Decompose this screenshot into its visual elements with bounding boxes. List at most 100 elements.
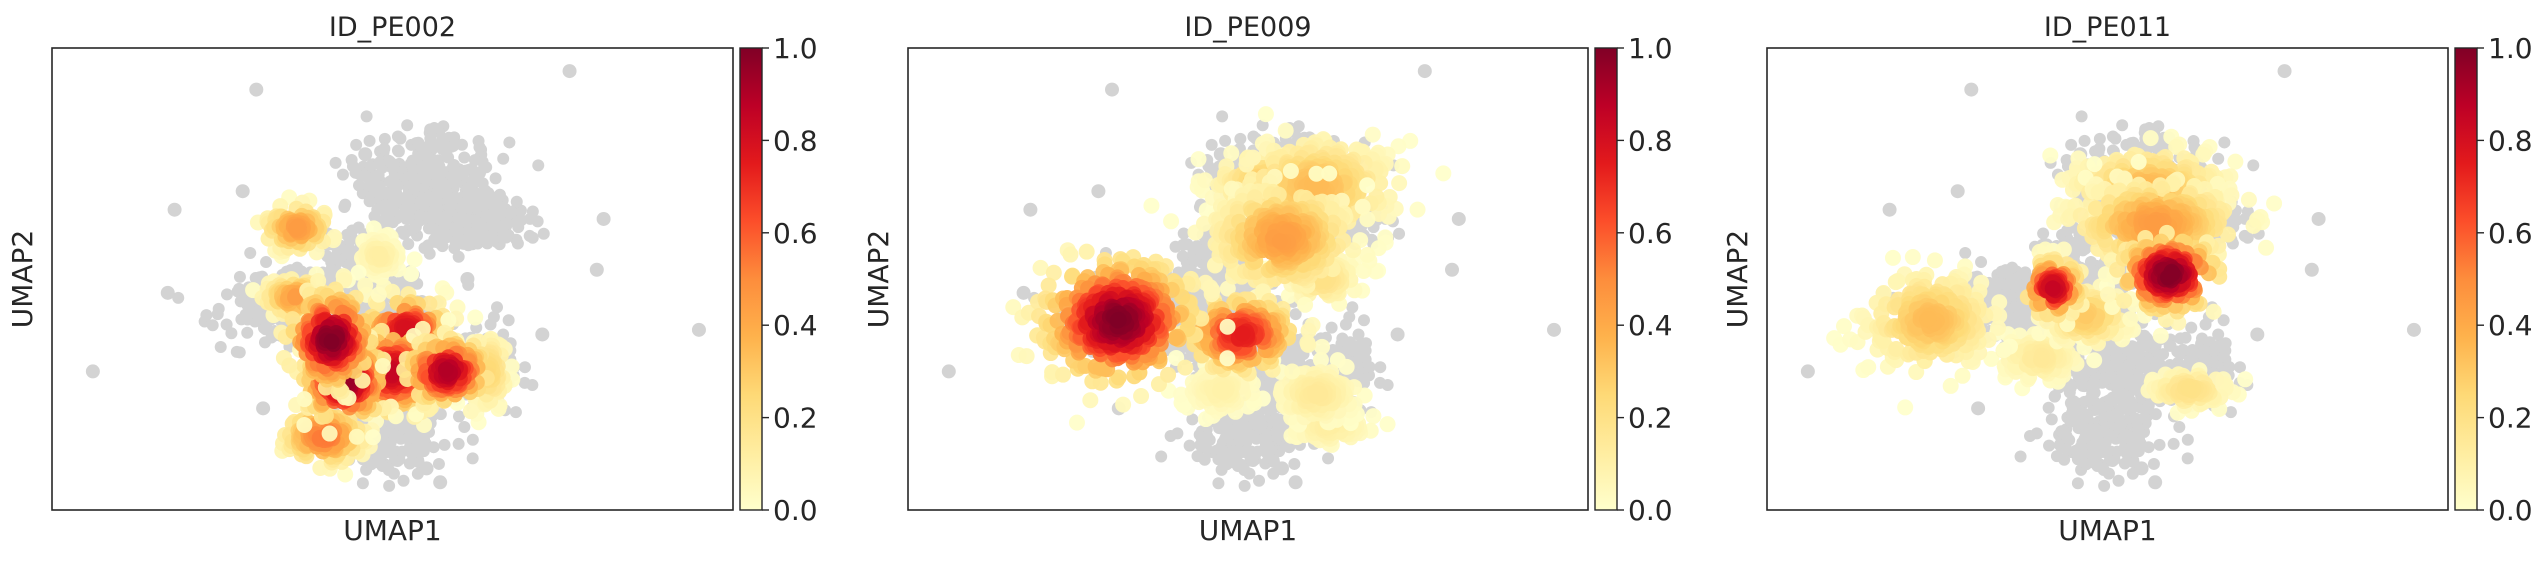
cell-point: [511, 237, 524, 250]
cell-point: [402, 211, 415, 224]
cell-point: [336, 168, 349, 181]
cell-point: [402, 237, 415, 250]
cell-point: [407, 430, 420, 443]
colorbar-tick-label: 0.8: [773, 124, 818, 157]
cell-point: [1269, 412, 1282, 425]
cell-point: [241, 326, 254, 339]
cell-point: [396, 445, 409, 458]
cell-point: [1220, 458, 1233, 471]
cell-point: [244, 295, 257, 308]
cell-point: [1181, 238, 1194, 251]
density-point: [374, 357, 391, 374]
cell-point: [502, 314, 515, 327]
cell-point: [390, 179, 403, 192]
density-point: [372, 245, 389, 262]
cell-point: [419, 461, 434, 476]
cell-point: [206, 319, 219, 332]
density-point: [348, 428, 365, 445]
cell-point: [449, 176, 462, 189]
cell-point: [418, 242, 431, 255]
density-point: [350, 264, 367, 281]
cell-point: [407, 163, 420, 176]
cell-point: [518, 361, 531, 374]
cell-point: [1288, 457, 1301, 470]
cell-point: [526, 379, 539, 392]
cell-point: [85, 364, 100, 379]
cell-point: [1016, 285, 1031, 300]
cell-point: [233, 270, 246, 283]
cell-point: [510, 195, 523, 208]
colorbar: 0.00.20.40.60.81.0: [739, 32, 818, 527]
cell-point: [460, 272, 475, 286]
cell-point: [418, 192, 431, 205]
cell-point: [1255, 418, 1268, 431]
cell-point: [455, 138, 468, 151]
cell-point: [1219, 430, 1232, 443]
cell-point: [378, 132, 391, 145]
cell-point: [1215, 444, 1228, 457]
density-point: [370, 286, 387, 303]
cell-point: [466, 189, 479, 202]
cell-point: [1256, 119, 1269, 132]
cell-point: [1390, 327, 1405, 342]
cell-point: [1261, 447, 1274, 460]
cell-point: [1205, 138, 1218, 151]
cell-point: [397, 474, 410, 487]
scatter-points: [85, 64, 706, 492]
cell-point: [1352, 328, 1365, 341]
cell-point: [435, 135, 448, 148]
cell-point: [1176, 250, 1189, 263]
density-point: [323, 333, 340, 350]
cell-point: [535, 327, 550, 342]
density-point: [364, 429, 381, 446]
cell-point: [451, 226, 464, 239]
density-point: [462, 403, 479, 420]
cell-point: [1253, 474, 1266, 487]
cell-point: [382, 463, 395, 476]
density-point: [287, 289, 304, 306]
cell-point: [346, 224, 359, 237]
cell-point: [1169, 240, 1182, 253]
cell-point: [372, 169, 385, 182]
density-point: [284, 311, 301, 328]
cell-point: [1289, 308, 1302, 321]
cell-point: [388, 428, 401, 441]
cell-point: [378, 142, 391, 155]
cell-point: [489, 172, 502, 185]
cell-point: [392, 145, 405, 158]
cell-point: [429, 199, 442, 212]
cell-point: [1283, 441, 1296, 454]
density-point: [281, 357, 298, 374]
panel-title: ID_PE002: [329, 12, 456, 43]
cell-point: [447, 139, 460, 152]
cell-point: [244, 247, 257, 260]
cell-point: [691, 322, 706, 337]
cell-point: [532, 159, 545, 172]
cell-point: [1339, 318, 1352, 331]
cell-point: [511, 215, 524, 228]
cell-point: [433, 475, 448, 490]
density-point: [296, 416, 313, 433]
cell-point: [379, 199, 392, 212]
cell-point: [1212, 477, 1225, 490]
cell-point: [1177, 227, 1190, 240]
cell-point: [1216, 110, 1229, 123]
cell-point: [235, 184, 250, 199]
cell-point: [1325, 321, 1338, 334]
cell-point: [160, 285, 175, 300]
colorbar-tick-label: 1.0: [773, 32, 818, 65]
cell-point: [1445, 262, 1459, 277]
cell-point: [1393, 227, 1406, 240]
colorbar-tick-label: 0.4: [773, 309, 818, 342]
cell-point: [378, 435, 391, 448]
cell-point: [220, 288, 233, 301]
cell-point: [458, 421, 471, 434]
cell-point: [1381, 379, 1394, 392]
cell-point: [1547, 322, 1561, 337]
cell-point: [1357, 314, 1370, 327]
cell-point: [381, 445, 394, 458]
density-point: [467, 309, 484, 326]
cell-point: [941, 364, 956, 379]
cell-point: [431, 171, 444, 184]
